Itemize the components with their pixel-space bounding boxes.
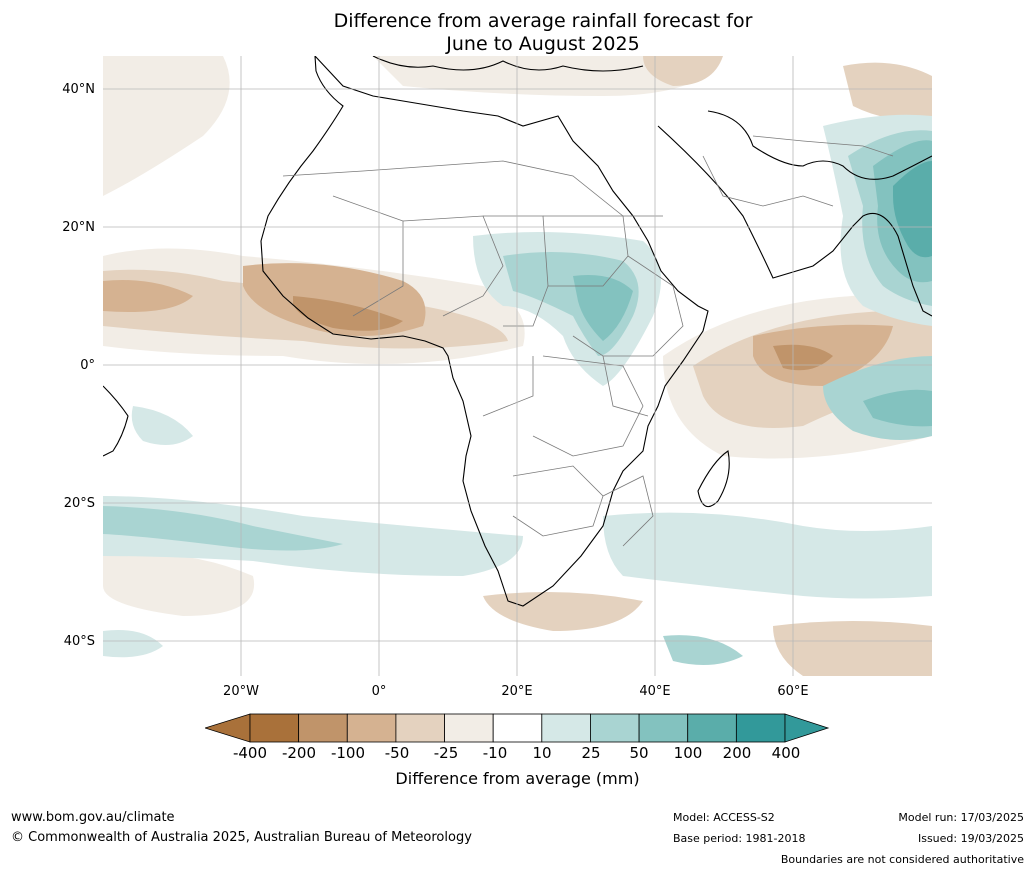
colorbar-boxes [249, 713, 786, 743]
lon-label-20e: 20°E [501, 684, 533, 699]
lon-label-40e: 40°E [639, 684, 671, 699]
colorbar-tick: 10 [532, 744, 552, 762]
map-title: Difference from average rainfall forecas… [0, 10, 1035, 56]
wet-anomaly-shading [103, 114, 932, 665]
colorbar-box [735, 713, 786, 743]
colorbar-tick: -25 [433, 744, 459, 762]
colorbar-tick: -200 [281, 744, 317, 762]
lat-label-0: 0° [80, 358, 95, 373]
colorbar-box [395, 713, 445, 743]
colorbar-box [687, 713, 737, 743]
rainfall-map [103, 56, 932, 676]
dry-anomaly-shading [103, 56, 932, 676]
map-canvas [103, 56, 932, 676]
country-borders [282, 135, 894, 547]
colorbar-min-arrow [205, 713, 251, 743]
colorbar-box [541, 713, 591, 743]
colorbar-tick: -50 [384, 744, 410, 762]
gridlines [103, 56, 932, 676]
colorbar-box [444, 713, 494, 743]
colorbar-label: Difference from average (mm) [395, 769, 640, 788]
colorbar-tick: 100 [673, 744, 703, 762]
title-line-2: June to August 2025 [446, 33, 640, 55]
footer-disclaimer: Boundaries are not considered authoritat… [780, 853, 1024, 866]
lon-label-60e: 60°E [777, 684, 809, 699]
footer-model-run: Model run: 17/03/2025 [898, 811, 1024, 824]
lat-label-20n: 20°N [62, 220, 95, 235]
coastlines [103, 56, 932, 607]
footer-website: www.bom.gov.au/climate [11, 810, 175, 825]
lon-label-0: 0° [371, 684, 387, 699]
footer-issued: Issued: 19/03/2025 [917, 832, 1024, 845]
colorbar-max-arrow [784, 713, 830, 743]
colorbar-tick: -400 [232, 744, 268, 762]
footer-base-period: Base period: 1981-2018 [673, 832, 806, 845]
title-line-1: Difference from average rainfall forecas… [333, 10, 753, 32]
colorbar-box [590, 713, 640, 743]
colorbar-box [638, 713, 689, 743]
colorbar [205, 713, 830, 743]
lat-label-40n: 40°N [62, 82, 95, 97]
lat-label-40s: 40°S [63, 634, 95, 649]
colorbar-tick: 400 [771, 744, 801, 762]
lon-label-20w: 20°W [223, 684, 259, 699]
colorbar-tick: -10 [482, 744, 508, 762]
colorbar-box [346, 713, 397, 743]
colorbar-box [249, 713, 300, 743]
lat-label-20s: 20°S [63, 496, 95, 511]
footer-copyright: © Commonwealth of Australia 2025, Austra… [11, 830, 472, 845]
footer-model: Model: ACCESS-S2 [673, 811, 775, 824]
colorbar-tick: -100 [330, 744, 366, 762]
colorbar-box [298, 713, 348, 743]
colorbar-box [492, 713, 543, 743]
colorbar-tick: 25 [581, 744, 601, 762]
colorbar-tick: 200 [722, 744, 752, 762]
colorbar-tick: 50 [629, 744, 649, 762]
